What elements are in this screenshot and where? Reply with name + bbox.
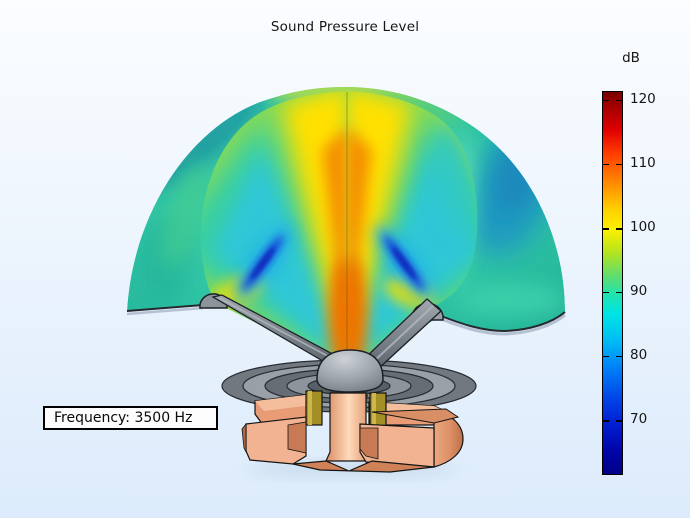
frequency-annotation: Frequency: 3500 Hz (43, 406, 218, 430)
colorbar-tick-mark (603, 99, 609, 102)
colorbar-tick-label: 90 (630, 282, 648, 299)
colorbar-tick-mark (616, 420, 622, 422)
radiation-dome (126, 87, 566, 366)
cone-cut-edges (211, 294, 442, 371)
colorbar-tick-label: 110 (630, 154, 656, 171)
dome-rim (126, 304, 566, 336)
colorbar-tick-mark (616, 355, 622, 358)
colorbar-tick-label: 100 (630, 219, 656, 235)
colorbar-tick-mark (616, 163, 622, 166)
colorbar-tick-mark (603, 163, 609, 166)
cut-plane-right-field (347, 91, 478, 361)
colorbar-tick-mark (603, 291, 609, 294)
colorbar-tick-mark (603, 420, 609, 422)
magnet-assembly (241, 390, 464, 473)
colorbar (602, 91, 623, 475)
plot-title: Sound Pressure Level (270, 19, 420, 35)
colorbar-tick-label: 120 (630, 90, 656, 107)
colorbar-tick-mark (616, 291, 622, 294)
colorbar-tick-mark (616, 228, 622, 230)
yoke-bottom (292, 460, 435, 473)
colorbar-tick-mark (603, 355, 609, 358)
colorbar-tick-label: 70 (630, 411, 648, 427)
speaker-driver (199, 293, 477, 475)
dust-cap (316, 349, 384, 393)
colorbar-unit-label: dB (622, 50, 640, 66)
cut-plane-left-field (200, 91, 347, 361)
colorbar-tick-mark (616, 99, 622, 102)
colorbar-tick-mark (603, 228, 609, 230)
colorbar-tick-label: 80 (630, 346, 648, 363)
